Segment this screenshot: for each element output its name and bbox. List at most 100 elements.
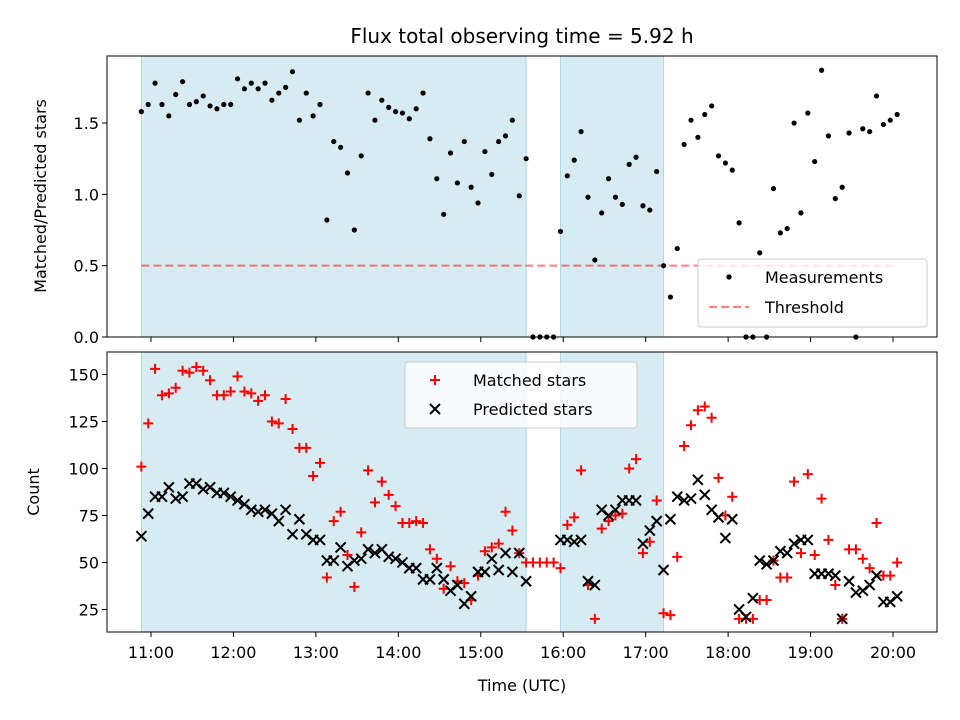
measurement-point xyxy=(475,200,481,206)
matched-star-point xyxy=(246,388,257,399)
measurement-point xyxy=(619,201,625,207)
top-y-axis-label: Matched/Predicted stars xyxy=(31,99,50,293)
measurement-point xyxy=(399,110,406,116)
matched-star-point xyxy=(782,572,793,583)
matched-star-point xyxy=(438,583,449,594)
measurement-point xyxy=(289,69,296,75)
top-legend: Measurements Threshold xyxy=(697,258,928,328)
measurement-point xyxy=(269,97,275,103)
measurement-point xyxy=(564,173,570,179)
matched-star-point xyxy=(713,472,724,483)
measurement-point xyxy=(798,210,804,216)
predicted-star-point xyxy=(699,489,711,501)
predicted-star-point xyxy=(197,483,209,495)
bottom-y-tick-label: 100 xyxy=(68,460,99,479)
matched-star-point xyxy=(170,382,181,393)
chart-title: Flux total observing time = 5.92 h xyxy=(350,24,693,48)
measurement-point xyxy=(138,109,144,115)
matched-star-point xyxy=(335,506,346,517)
matched-star-point xyxy=(184,367,195,378)
matched-star-point xyxy=(789,476,800,487)
measurement-point xyxy=(894,111,900,118)
predicted-star-point xyxy=(740,611,752,623)
bottom-x-tick-label: 14:00 xyxy=(375,643,421,662)
matched-star-point xyxy=(177,365,188,376)
predicted-star-point xyxy=(589,579,601,591)
measurement-point xyxy=(441,211,447,217)
predicted-star-point xyxy=(293,513,306,525)
measurement-point xyxy=(791,120,797,126)
top-axes-frame xyxy=(106,55,938,338)
predicted-star-point xyxy=(410,562,422,574)
matched-star-point xyxy=(198,365,209,376)
measurement-point xyxy=(482,148,488,155)
predicted-star-point xyxy=(671,490,683,503)
predicted-star-point xyxy=(719,532,732,544)
bottom-y-tick-label: 125 xyxy=(68,413,99,432)
predicted-star-point xyxy=(891,590,903,603)
predicted-star-point xyxy=(170,492,182,505)
matched-star-point xyxy=(493,538,504,549)
predicted-star-point xyxy=(774,545,787,557)
measurement-point xyxy=(777,230,783,236)
measurement-point xyxy=(173,91,179,98)
measurement-point xyxy=(860,126,866,132)
measurement-point xyxy=(317,101,323,108)
matched-star-point xyxy=(603,516,614,527)
predicted-star-point xyxy=(754,554,766,567)
matched-star-point xyxy=(830,580,841,591)
x-axis-label: Time (UTC) xyxy=(477,676,566,695)
matched-star-point xyxy=(424,544,435,555)
matched-star-point xyxy=(390,501,401,512)
legend-measurements-marker xyxy=(726,274,732,280)
matched-star-point xyxy=(301,442,312,453)
measurement-point xyxy=(722,160,728,166)
bottom-x-tick-label: 20:00 xyxy=(870,643,916,662)
measurement-point xyxy=(152,80,158,86)
measurement-point xyxy=(571,157,577,163)
matched-star-point xyxy=(163,388,174,399)
measurement-point xyxy=(468,184,474,190)
matched-star-point xyxy=(314,457,325,468)
measurement-point xyxy=(303,90,309,96)
predicted-star-point xyxy=(644,524,656,537)
matched-star-point xyxy=(150,363,161,374)
matched-star-point xyxy=(479,546,490,557)
predicted-star-point xyxy=(760,558,773,571)
matched-star-point xyxy=(809,549,820,560)
matched-star-point xyxy=(651,495,662,506)
predicted-star-point xyxy=(678,494,690,507)
top-y-tick-label: 0.0 xyxy=(74,328,99,347)
matched-star-point xyxy=(637,548,648,559)
matched-star-point xyxy=(349,581,360,592)
matched-star-point xyxy=(644,536,655,547)
matched-star-point xyxy=(816,493,827,504)
matched-star-point xyxy=(445,561,456,572)
top-legend-box xyxy=(697,258,928,328)
bottom-y-axis-label: Count xyxy=(24,468,43,516)
measurement-point xyxy=(166,113,172,119)
measurement-point xyxy=(695,134,701,140)
measurement-point xyxy=(179,79,186,85)
predicted-star-point xyxy=(561,534,574,546)
matched-star-point xyxy=(239,386,250,397)
matched-star-point xyxy=(287,424,298,435)
predicted-star-point xyxy=(273,515,285,527)
matched-star-point xyxy=(631,454,642,465)
measurement-point xyxy=(241,86,248,92)
matched-star-point xyxy=(459,578,470,589)
measurement-point xyxy=(365,90,371,96)
matched-star-point xyxy=(885,570,896,581)
predicted-star-point xyxy=(650,515,663,527)
predicted-star-point xyxy=(575,534,587,546)
top-y-tick-label: 1.5 xyxy=(74,114,99,133)
measurement-point xyxy=(461,138,467,145)
measurement-point xyxy=(812,158,818,165)
bottom-x-tick-label: 17:00 xyxy=(623,643,669,662)
predicted-star-point xyxy=(431,562,443,574)
measurement-point xyxy=(846,130,852,136)
bottom-x-tick-label: 15:00 xyxy=(458,643,504,662)
predicted-star-point xyxy=(437,573,450,586)
matched-star-point xyxy=(136,461,147,472)
